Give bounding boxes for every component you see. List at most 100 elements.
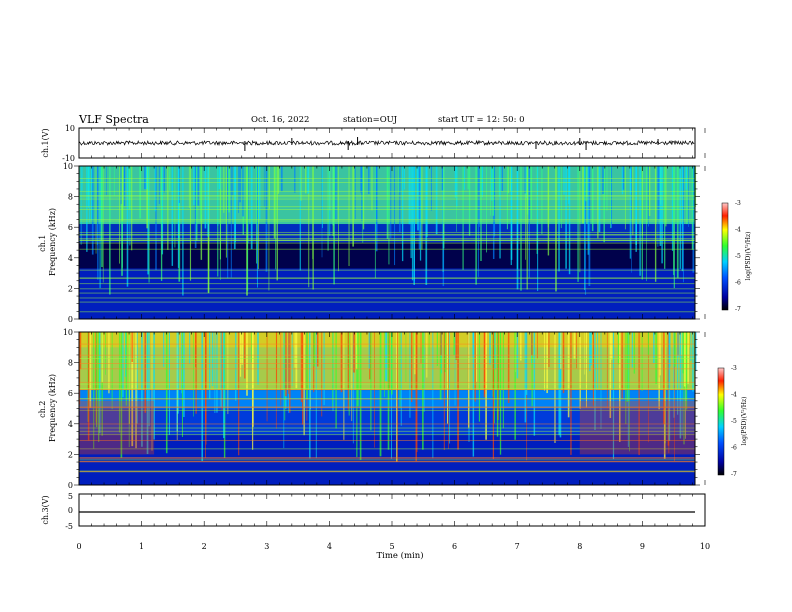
spectrogram-streak (294, 166, 296, 193)
spectrogram-line (79, 363, 695, 364)
spectrogram-streak (631, 332, 633, 368)
spectrogram-streak (597, 166, 599, 239)
spectrogram-streak (181, 332, 183, 437)
ch1-ytick: 0 (68, 315, 73, 324)
spectrogram-streak (355, 166, 356, 220)
spectrogram-streak (692, 332, 694, 392)
spectrogram-streak (681, 166, 684, 272)
spectrogram-streak (685, 166, 687, 190)
spectrogram-streak (154, 166, 156, 212)
spectrogram-line (79, 234, 695, 235)
spectrogram-streak (560, 332, 562, 369)
spectrogram-streak (87, 332, 90, 441)
ch2-ytick: 0 (68, 481, 73, 490)
x-tick-label: 4 (327, 542, 332, 551)
spectrogram-streak (664, 166, 666, 269)
spectrogram-line (79, 277, 695, 279)
spectrogram-streak (386, 166, 389, 239)
spectrogram-streak (531, 332, 533, 356)
spectrogram-streak (659, 166, 662, 246)
spectrogram-streak (214, 332, 216, 414)
date-label: Oct. 16, 2022 (251, 115, 310, 125)
spectrogram-streak (447, 332, 448, 424)
spectrogram-streak (444, 332, 446, 373)
spectrogram-streak (101, 166, 103, 268)
spectrogram-streak (139, 166, 142, 219)
spectrogram-streak (419, 166, 422, 261)
spectrogram-line (79, 248, 695, 250)
spectrogram-line (79, 269, 695, 271)
ch1-ytick: 6 (68, 223, 73, 232)
spectrogram-streak (400, 332, 402, 426)
spectrogram-streak (207, 166, 210, 237)
spectrogram-streak (641, 332, 643, 392)
spectrogram-streak (490, 166, 491, 216)
ch1-spectrogram-ylabel: ch.1 Frequency (kHz) (38, 208, 57, 276)
ch2-spectrogram-ylabel: ch.2 Frequency (kHz) (38, 374, 57, 442)
spectrogram-streak (266, 332, 268, 422)
spectrogram-streak (332, 332, 334, 408)
spectrogram-streak (131, 166, 133, 251)
spectrogram-streak (612, 332, 615, 460)
spectrogram-line (79, 389, 695, 390)
spectrogram-streak (685, 332, 688, 410)
x-tick-label: 0 (76, 542, 81, 551)
spectrogram-streak (383, 332, 385, 397)
spectrogram-streak (682, 166, 684, 283)
spectrogram-streak (347, 332, 349, 410)
spectrogram-line (79, 288, 695, 290)
spectrogram-streak (430, 166, 432, 211)
spectrogram-line (79, 457, 695, 459)
spectrogram-streak (196, 166, 198, 241)
ch1-ylabel-frequency: Frequency (kHz) (48, 208, 57, 276)
ch1-colorbar-tick: -4 (735, 227, 741, 234)
spectrogram-streak (606, 166, 608, 211)
spectrogram-streak (284, 332, 286, 421)
spectrogram-streak (195, 332, 197, 414)
spectrogram-streak (228, 166, 230, 213)
spectrogram-streak (587, 166, 590, 255)
spectrogram-streak (507, 166, 509, 194)
spectrogram-streak (221, 332, 223, 411)
spectrogram-streak (403, 166, 405, 190)
spectrogram-streak (294, 332, 296, 368)
spectrogram-streak (610, 332, 613, 360)
spectrogram-streak (606, 332, 608, 409)
spectrogram-streak (230, 166, 232, 278)
spectrogram-streak (679, 166, 681, 269)
spectrogram-streak (305, 166, 307, 194)
spectrogram-streak (232, 166, 234, 196)
spectrogram-streak (316, 332, 319, 367)
spectrogram-streak (439, 332, 442, 400)
spectrogram-line (79, 206, 695, 208)
spectrogram-streak (591, 166, 594, 232)
ch1-ytick: 2 (68, 284, 73, 293)
spectrogram-streak (394, 166, 396, 266)
ch1-waveform-panel: 10 -10 ch.1(V) (41, 124, 696, 163)
spectrogram-streak (167, 166, 169, 250)
spectrogram-streak (312, 166, 314, 290)
spectrogram-streak (178, 166, 180, 203)
spectrogram-line (79, 406, 695, 408)
spectrogram-streak (250, 166, 253, 250)
spectrogram-line (79, 195, 695, 196)
ch2-colorbar-tick: -4 (731, 392, 737, 399)
spectrogram-streak (239, 166, 241, 203)
ch2-ytick: 6 (68, 389, 73, 398)
spectrogram-streak (235, 332, 237, 401)
spectrogram-line (79, 427, 695, 429)
spectrogram-streak (100, 166, 102, 241)
x-tick-label: 9 (640, 542, 645, 551)
spectrogram-streak (410, 166, 412, 259)
spectrogram-streak (629, 332, 630, 452)
spectrogram-streak (352, 332, 354, 444)
spectrogram-streak (562, 332, 565, 394)
x-tick-label: 3 (264, 542, 269, 551)
spectrogram-line (79, 368, 695, 370)
spectrogram-streak (120, 166, 123, 205)
spectrogram-streak (121, 166, 124, 221)
spectrogram-streak (289, 332, 291, 413)
spectrogram-streak (201, 332, 204, 461)
ch2-ytick: 2 (68, 450, 73, 459)
